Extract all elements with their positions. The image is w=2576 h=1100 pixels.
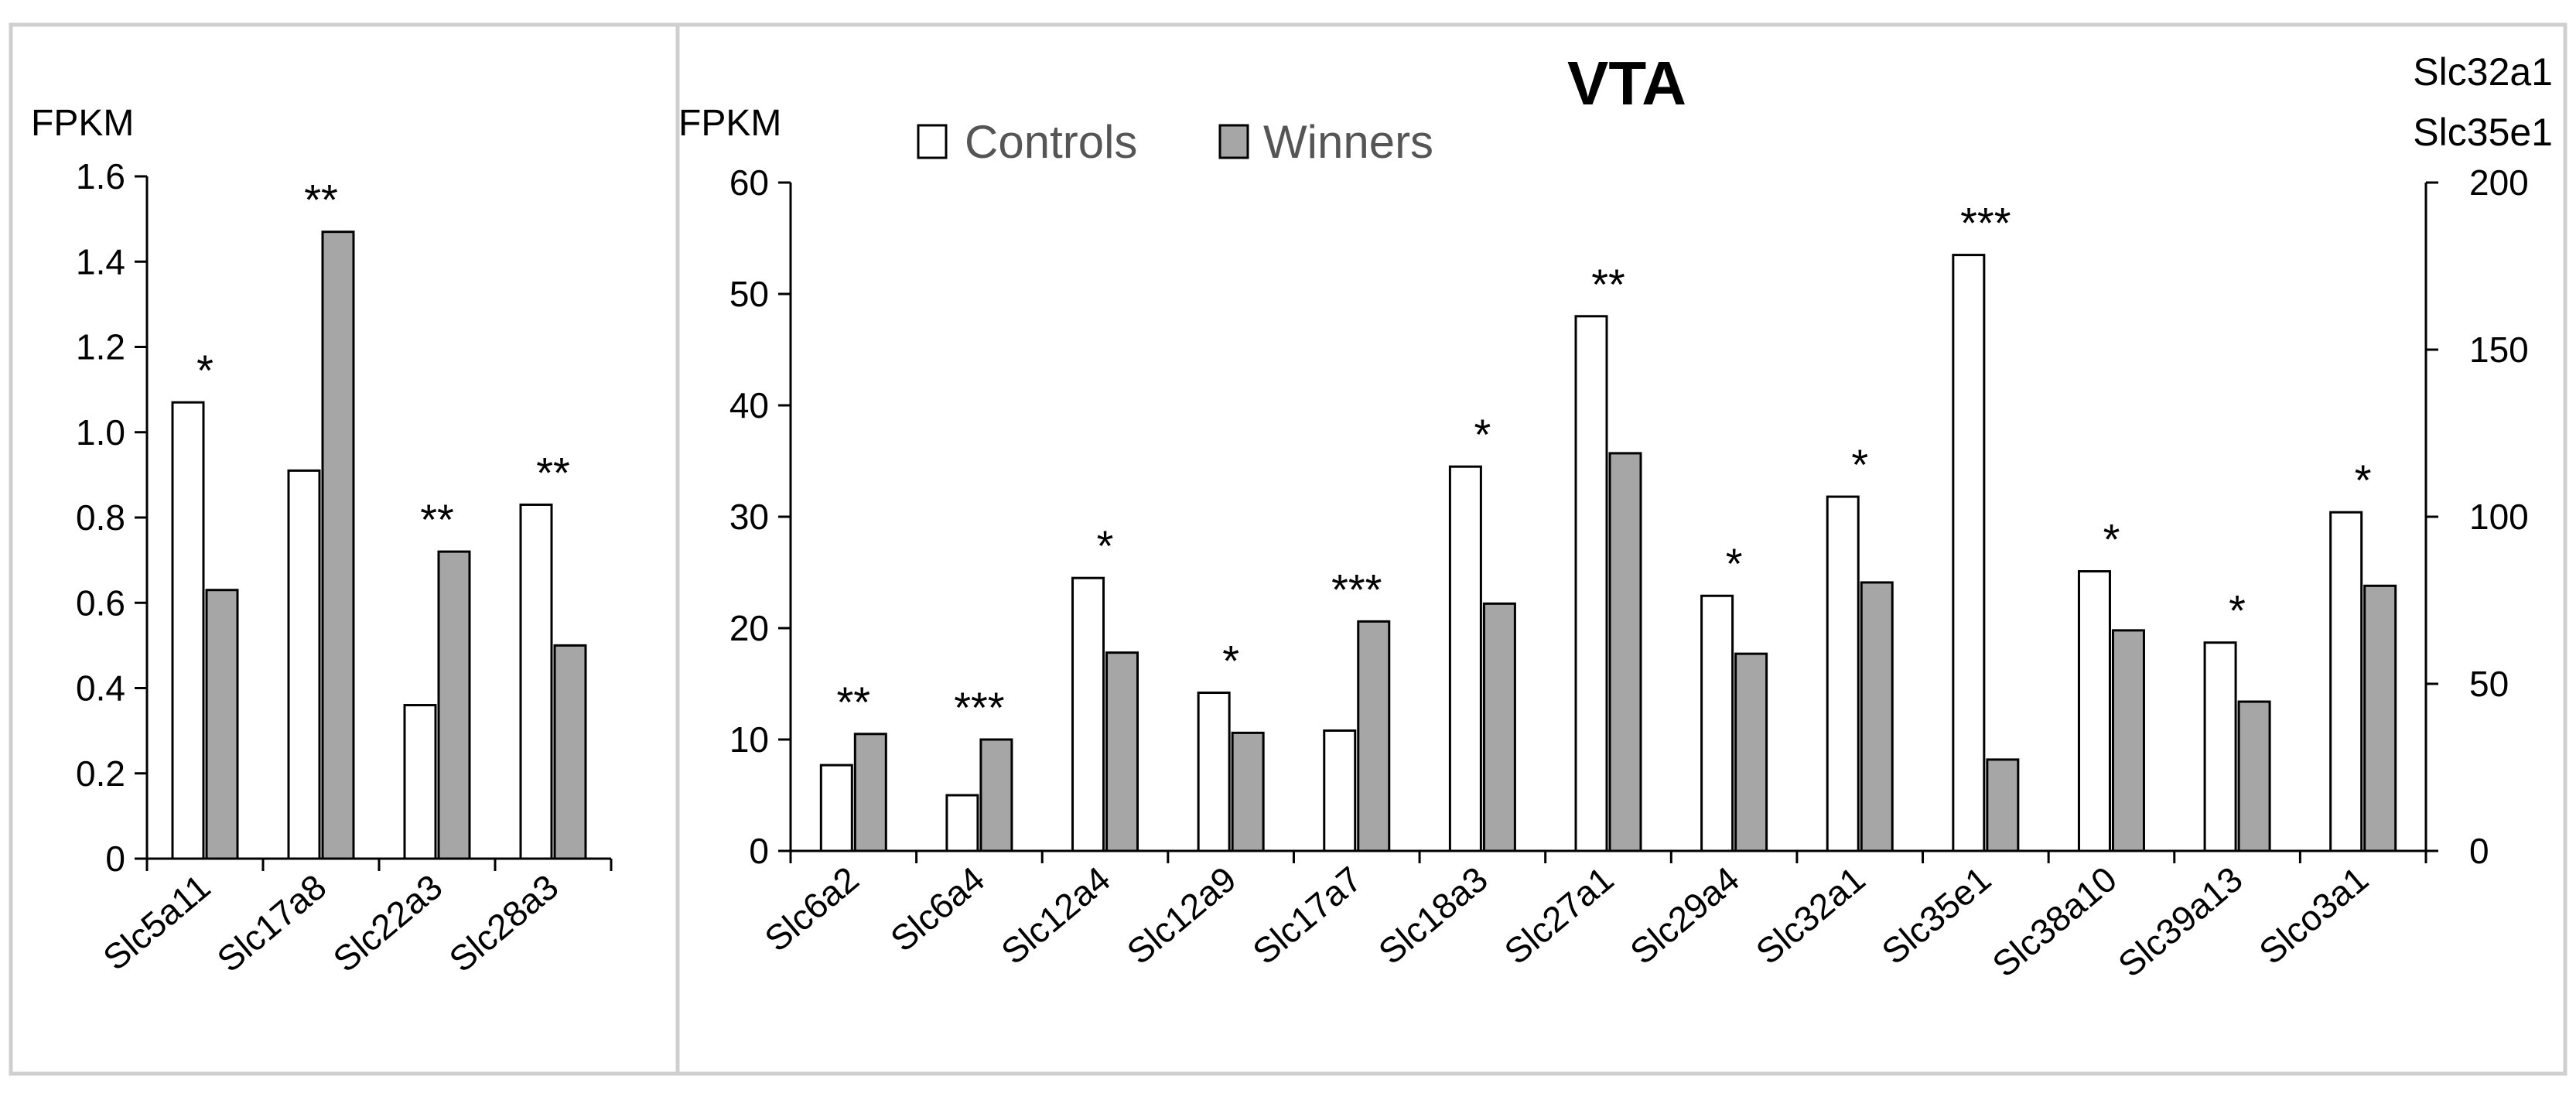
bar-controls <box>2329 511 2363 852</box>
significance-label: * <box>2229 586 2246 635</box>
secondary-axis-label-line-1: Slc32a1 <box>2413 50 2553 94</box>
bar-winners <box>1231 731 1265 852</box>
bar-controls <box>519 503 553 860</box>
significance-label: * <box>1851 440 1868 489</box>
bar-controls <box>945 794 979 852</box>
y-tick-label: 40 <box>729 385 769 425</box>
bar-winners <box>2111 629 2145 852</box>
y-tick-label: 0 <box>749 831 769 871</box>
bar-winners <box>1105 651 1139 852</box>
significance-label: * <box>1222 637 1239 685</box>
bar-controls <box>819 764 853 852</box>
significance-label: ** <box>1591 260 1625 309</box>
bar-winners <box>2237 700 2271 852</box>
y-tick-label: 60 <box>729 162 769 203</box>
significance-label: * <box>1097 521 1114 570</box>
bar-winners <box>853 733 887 852</box>
bar-winners <box>553 644 587 860</box>
y-tick-label: 1.2 <box>76 327 125 367</box>
bar-controls <box>1071 576 1105 852</box>
y-tick-label: 0.8 <box>76 497 125 538</box>
bar-controls <box>1700 594 1734 852</box>
significance-label: ** <box>536 448 570 497</box>
left-y-axis-label: FPKM <box>31 103 134 144</box>
bar-winners <box>2363 584 2397 852</box>
bar-controls <box>171 401 205 860</box>
secondary-axis-label-line-2: Slc35e1 <box>2413 111 2553 154</box>
significance-label: * <box>1474 410 1491 459</box>
bar-winners <box>979 738 1013 852</box>
y-tick-label: 0 <box>105 839 125 879</box>
y-tick-label: 1.0 <box>76 412 125 453</box>
significance-label: *** <box>1331 565 1382 613</box>
bar-controls <box>1197 692 1231 852</box>
bar-controls <box>1323 729 1357 852</box>
legend-label-winners: Winners <box>1263 116 1433 168</box>
significance-label: ** <box>837 678 871 726</box>
y-tick-label: 10 <box>729 719 769 760</box>
bar-controls <box>2077 570 2111 852</box>
bar-controls <box>1952 254 1986 852</box>
secondary-y-tick-label: 200 <box>2469 162 2529 203</box>
y-tick-label: 0.4 <box>76 668 125 709</box>
right-y-axis-label: FPKM <box>678 103 781 144</box>
significance-label: *** <box>1960 199 2011 248</box>
bar-winners <box>1986 758 2020 852</box>
legend-label-controls: Controls <box>965 116 1137 168</box>
bar-winners <box>437 550 471 860</box>
secondary-y-tick-label: 50 <box>2469 664 2509 704</box>
significance-label: * <box>2103 515 2120 564</box>
y-tick-label: 20 <box>729 608 769 648</box>
secondary-y-tick-label: 150 <box>2469 330 2529 370</box>
bar-controls <box>1826 495 1860 852</box>
y-tick-label: 30 <box>729 497 769 537</box>
significance-label: * <box>2355 456 2372 504</box>
significance-label: * <box>1726 539 1743 588</box>
chart-title: VTA <box>1567 49 1686 118</box>
bar-controls <box>403 704 437 860</box>
bar-winners <box>1608 452 1642 852</box>
bar-winners <box>321 231 355 860</box>
y-tick-label: 0.2 <box>76 753 125 794</box>
bar-winners <box>205 589 239 860</box>
secondary-y-tick-label: 0 <box>2469 831 2489 871</box>
bar-winners <box>1482 602 1516 852</box>
significance-label: ** <box>420 495 454 544</box>
bar-controls <box>2203 641 2237 852</box>
bar-controls <box>1448 465 1482 852</box>
legend: Controls Winners <box>917 116 1433 168</box>
y-tick-label: 50 <box>729 274 769 314</box>
bar-controls <box>287 469 321 860</box>
legend-swatch-winners <box>1218 124 1249 159</box>
secondary-y-tick-label: 100 <box>2469 497 2529 537</box>
legend-swatch-controls <box>917 124 948 159</box>
bar-winners <box>1860 581 1894 852</box>
bar-winners <box>1357 620 1391 852</box>
bar-controls <box>1574 315 1608 852</box>
significance-label: * <box>196 346 214 395</box>
y-tick-label: 1.4 <box>76 241 125 282</box>
significance-label: *** <box>954 683 1004 732</box>
significance-label: ** <box>304 176 338 224</box>
y-tick-label: 0.6 <box>76 582 125 623</box>
y-tick-label: 1.6 <box>76 156 125 196</box>
bar-winners <box>1734 652 1768 852</box>
